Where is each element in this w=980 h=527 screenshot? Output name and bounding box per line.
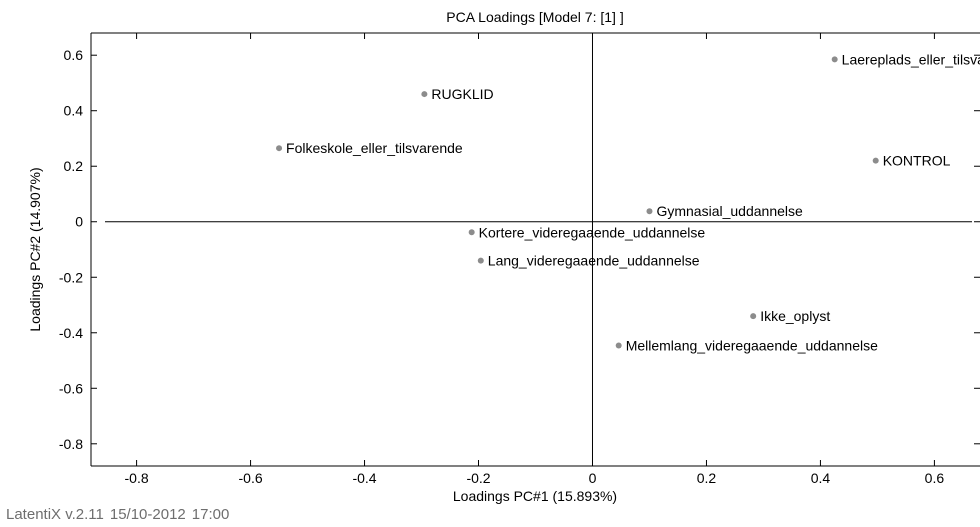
y-tick-label: 0 bbox=[75, 214, 83, 230]
loading-point-label: RUGKLID bbox=[431, 86, 493, 102]
x-tick-label: -0.8 bbox=[125, 470, 149, 486]
footer-date: 15/10-2012 bbox=[109, 506, 186, 523]
loading-point bbox=[421, 91, 428, 98]
y-tick-label: 0.4 bbox=[64, 103, 84, 119]
y-tick-label: -0.4 bbox=[59, 325, 83, 341]
loading-point-label: Lang_videregaaende_uddannelse bbox=[488, 253, 700, 269]
software-version: LatentiX v.2.11 bbox=[6, 506, 104, 523]
loading-point-label: Laereplads_eller_tilsvarende bbox=[842, 51, 980, 67]
y-tick-label: 0.6 bbox=[64, 47, 84, 63]
x-tick-label: 0.6 bbox=[925, 470, 945, 486]
footer-time: 17:00 bbox=[191, 506, 230, 523]
x-tick-label: 0 bbox=[589, 470, 597, 486]
loading-point bbox=[615, 342, 622, 349]
loading-point bbox=[831, 56, 838, 63]
x-tick-label: -0.2 bbox=[466, 470, 490, 486]
chart-title: PCA Loadings [Model 7: [1] ] bbox=[446, 9, 623, 25]
loading-point bbox=[872, 157, 879, 164]
loading-point-label: KONTROL bbox=[883, 153, 951, 169]
loading-point-label: Gymnasial_uddannelse bbox=[656, 203, 803, 219]
loading-point-label: Kortere_videregaaende_uddannelse bbox=[479, 224, 706, 240]
x-axis-label: Loadings PC#1 (15.893%) bbox=[453, 488, 617, 504]
y-axis-label: Loadings PC#2 (14.907%) bbox=[27, 167, 43, 331]
loading-point-label: Mellemlang_videregaaende_uddannelse bbox=[626, 338, 878, 354]
loading-point bbox=[276, 145, 283, 152]
pca-loadings-plot: PCA Loadings [Model 7: [1] ] -0.8 -0.6 -0.4… bbox=[27, 9, 980, 504]
software-footer: LatentiX v.2.11 15/10-2012 17:00 bbox=[6, 506, 235, 523]
y-tick-label: -0.8 bbox=[59, 436, 83, 452]
y-tick-label: -0.2 bbox=[59, 269, 83, 285]
y-tick-label: -0.6 bbox=[59, 380, 83, 396]
loading-point-label: Ikke_oplyst bbox=[760, 308, 830, 324]
loading-point bbox=[468, 229, 475, 236]
y-tick-label: 0.2 bbox=[64, 158, 84, 174]
loading-points: Laereplads_eller_tilsvarende RUGKLID Folke… bbox=[276, 51, 980, 354]
x-tick-label: -0.4 bbox=[352, 470, 376, 486]
loading-point bbox=[750, 313, 757, 320]
x-tick-label: -0.6 bbox=[239, 470, 263, 486]
x-tick-label: 0.2 bbox=[697, 470, 717, 486]
x-tick-label: 0.4 bbox=[811, 470, 831, 486]
loading-point bbox=[477, 257, 484, 264]
loading-point-label: Folkeskole_eller_tilsvarende bbox=[286, 140, 463, 156]
loading-point bbox=[646, 208, 653, 215]
